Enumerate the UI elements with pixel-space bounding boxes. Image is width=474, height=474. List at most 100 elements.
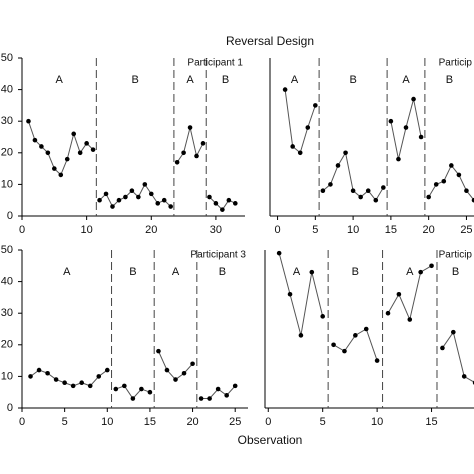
data-point [28,374,33,379]
data-point [77,150,83,156]
data-point [449,163,454,168]
data-point [309,269,315,275]
data-point [147,389,153,395]
participant-label: Particip [439,58,473,69]
y-tick-label: 10 [1,178,13,190]
data-line [176,127,204,163]
data-point [426,194,431,200]
data-point [418,269,423,275]
chart-title: Reversal Design [226,34,314,48]
data-point [139,386,144,392]
data-point [123,194,128,200]
data-point [32,137,38,143]
data-point [365,188,371,194]
phase-label: A [291,74,299,86]
y-tick-label: 50 [1,244,13,256]
data-line [157,350,193,381]
data-point [215,386,221,392]
data-point [403,125,409,130]
data-point [464,188,469,194]
data-point [174,159,180,165]
data-point [335,163,341,168]
data-point [233,201,238,206]
data-point [116,197,122,203]
data-line [442,330,474,383]
data-point [103,191,109,197]
data-point [62,380,67,386]
x-tick-label: 15 [425,416,437,428]
phase-label: A [406,266,414,278]
data-point [45,370,50,376]
data-line [322,151,384,202]
data-point [164,367,170,373]
data-point [396,291,402,297]
data-point [358,194,363,200]
data-point [58,172,64,178]
data-point [130,396,136,401]
data-point [113,386,119,392]
data-point [200,141,206,146]
data-point [381,185,386,190]
data-point [441,178,447,184]
participant-label: Participant 3 [190,250,246,261]
phase-label: A [186,74,194,86]
data-point [418,134,424,140]
data-line [284,89,316,154]
x-tick-label: 5 [312,224,318,236]
data-point [129,188,135,194]
data-point [79,380,84,386]
data-point [194,153,199,159]
data-point [451,329,456,335]
data-line [27,121,94,176]
x-tick-label: 0 [19,416,25,428]
phase-label: B [446,74,453,86]
data-point [287,291,293,297]
data-point [155,201,161,206]
data-point [396,156,401,162]
data-point [226,197,232,203]
y-tick-label: 0 [7,210,13,222]
x-tick-label: 30 [210,224,222,236]
data-point [198,396,204,401]
x-tick-label: 10 [101,416,113,428]
data-line [278,253,324,336]
data-point [220,207,225,212]
data-point [388,118,394,124]
data-point [84,141,89,146]
data-point [148,191,154,197]
y-tick-label: 0 [7,402,13,414]
y-tick-label: 20 [1,339,13,351]
y-tick-label: 50 [1,52,13,64]
y-tick-label: 20 [1,147,13,159]
data-point [297,150,303,156]
y-tick-label: 30 [1,115,13,127]
phase-label: B [219,266,226,278]
data-point [429,263,434,269]
data-point [181,150,186,156]
data-point [433,182,439,187]
data-point [456,172,462,178]
participant-label: Particip [439,250,473,261]
data-point [276,250,282,256]
data-point [36,367,42,373]
data-point [90,147,96,152]
data-point [232,383,238,389]
y-tick-label: 40 [1,276,13,288]
data-point [353,333,358,338]
phase-label: B [349,74,356,86]
data-point [407,317,413,322]
phase-label: B [352,266,359,278]
x-tick-label: 10 [371,416,383,428]
phase-label: A [55,74,63,86]
data-point [96,374,102,379]
participant-label: Participant 1 [187,58,243,69]
x-tick-label: 25 [229,416,241,428]
phase-label: B [452,266,459,278]
data-point [342,348,347,354]
y-tick-label: 40 [1,84,13,96]
data-point [110,204,115,209]
data-point [282,87,288,92]
data-point [213,201,219,206]
data-point [411,96,416,102]
data-point [207,194,212,200]
